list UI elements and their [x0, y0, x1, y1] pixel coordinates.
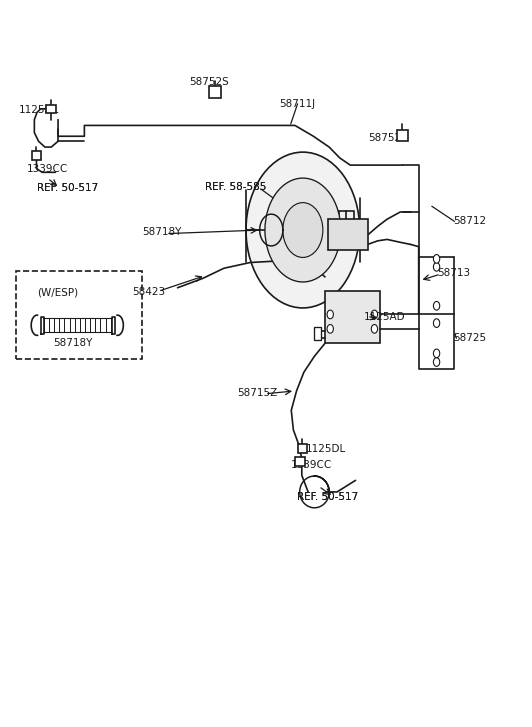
- Bar: [46, 105, 56, 113]
- Text: REF. 50-517: REF. 50-517: [296, 492, 358, 502]
- Bar: [295, 457, 305, 466]
- Circle shape: [246, 152, 360, 308]
- Text: 58718Y: 58718Y: [142, 227, 181, 236]
- Text: 58712: 58712: [453, 217, 486, 226]
- Text: REF. 58-585: REF. 58-585: [205, 182, 267, 192]
- Text: 58711J: 58711J: [279, 99, 315, 109]
- Circle shape: [283, 203, 323, 257]
- Text: (W/ESP): (W/ESP): [37, 287, 78, 297]
- Text: 58725: 58725: [453, 333, 486, 343]
- Bar: [297, 444, 307, 453]
- Text: REF. 50-517: REF. 50-517: [37, 183, 98, 193]
- Text: 58718Y: 58718Y: [53, 337, 92, 348]
- Circle shape: [434, 262, 440, 271]
- Text: 58752S: 58752S: [369, 134, 409, 143]
- Circle shape: [434, 358, 440, 366]
- Circle shape: [371, 324, 378, 333]
- Bar: [32, 151, 41, 160]
- Text: REF. 50-517: REF. 50-517: [296, 492, 358, 502]
- Text: 1125DL: 1125DL: [19, 105, 59, 115]
- Bar: [209, 87, 221, 98]
- Text: 1125DL: 1125DL: [305, 444, 346, 454]
- Circle shape: [434, 318, 440, 327]
- Text: REF. 58-585: REF. 58-585: [205, 182, 267, 192]
- Text: 58713: 58713: [437, 268, 470, 278]
- Bar: [325, 292, 380, 343]
- Circle shape: [327, 324, 334, 333]
- Bar: [328, 220, 368, 249]
- Text: REF. 50-517: REF. 50-517: [37, 183, 98, 193]
- Circle shape: [265, 178, 341, 282]
- Circle shape: [434, 254, 440, 263]
- Bar: [396, 129, 408, 141]
- Text: 1339CC: 1339CC: [27, 164, 68, 174]
- Circle shape: [434, 349, 440, 358]
- Bar: [16, 271, 142, 359]
- Text: 1339CC: 1339CC: [291, 460, 332, 470]
- Circle shape: [371, 310, 378, 318]
- Text: 58715Z: 58715Z: [237, 388, 277, 398]
- Text: 1125AD: 1125AD: [363, 312, 405, 321]
- Text: 58752S: 58752S: [190, 77, 229, 87]
- Text: 58423: 58423: [132, 287, 165, 297]
- Bar: [314, 327, 321, 340]
- Circle shape: [327, 310, 334, 318]
- Circle shape: [434, 302, 440, 310]
